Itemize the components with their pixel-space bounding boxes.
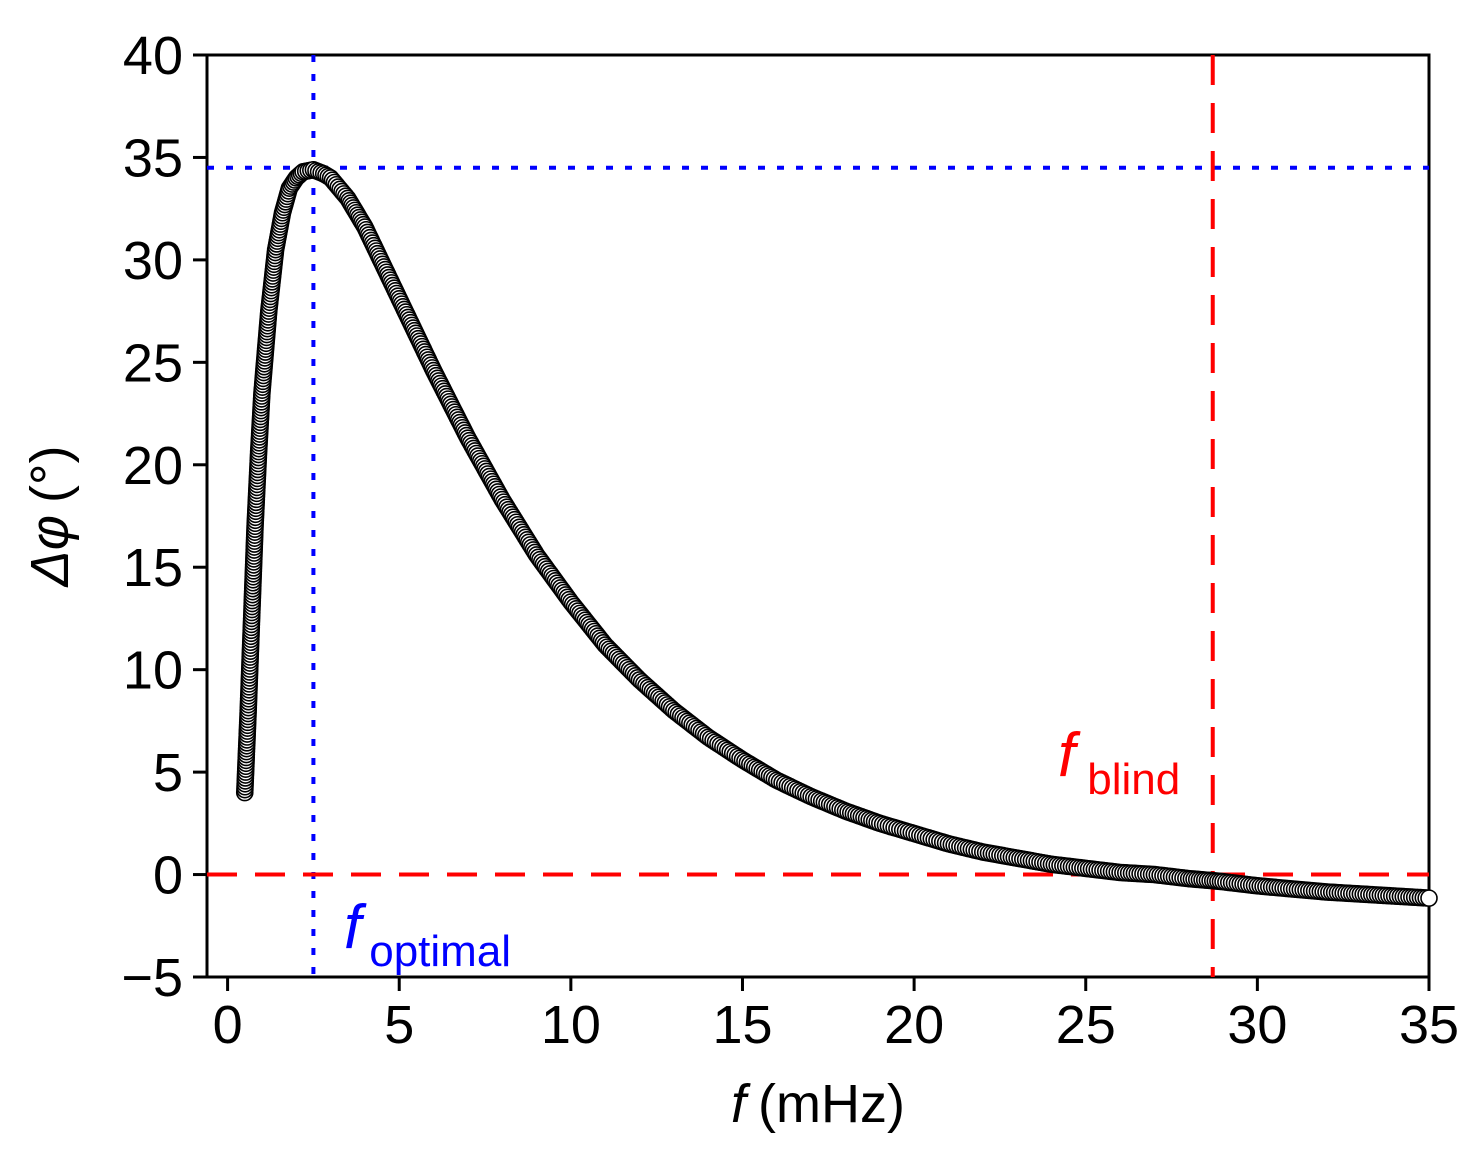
x-axis-symbol: f: [731, 1074, 751, 1134]
f-optimal-main: f: [344, 893, 367, 962]
x-tick-label: 10: [541, 995, 601, 1055]
y-axis-symbol: Δφ: [20, 515, 80, 588]
y-axis-unit: (°): [20, 445, 80, 503]
y-tick-label: 20: [123, 436, 183, 496]
f-blind-main: f: [1058, 721, 1081, 790]
y-axis-label: Δφ (°): [20, 445, 80, 588]
y-tick-label: 25: [123, 333, 183, 393]
f-blind-label: f blind: [1058, 721, 1180, 804]
y-axis-ticks: −5 0 5 10 15 20 25 30 35 40: [121, 26, 207, 1008]
y-tick-label: 30: [123, 231, 183, 291]
y-tick-label: 40: [123, 26, 183, 86]
x-tick-label: 15: [712, 995, 772, 1055]
x-tick-label: 0: [213, 995, 243, 1055]
f-optimal-sub: optimal: [369, 927, 511, 976]
data-markers: [235, 160, 1438, 907]
y-tick-label: −5: [121, 948, 183, 1008]
f-blind-sub: blind: [1087, 755, 1180, 804]
x-axis-ticks: 0 5 10 15 20 25 30 35: [213, 977, 1459, 1055]
y-tick-label: 15: [123, 538, 183, 598]
plot-area-frame: [205, 53, 1431, 979]
y-tick-label: 35: [123, 128, 183, 188]
f-optimal-label: f optimal: [344, 893, 511, 976]
data-point: [1420, 889, 1438, 907]
x-axis-label: f (mHz): [731, 1074, 905, 1134]
y-tick-label: 10: [123, 641, 183, 701]
x-axis-unit: (mHz): [758, 1074, 905, 1134]
x-tick-label: 20: [884, 995, 944, 1055]
y-tick-label: 0: [153, 846, 183, 906]
x-tick-label: 5: [384, 995, 414, 1055]
x-tick-label: 30: [1227, 995, 1287, 1055]
x-tick-label: 25: [1056, 995, 1116, 1055]
y-tick-label: 5: [153, 743, 183, 803]
reference-lines: [207, 55, 1429, 977]
x-tick-label: 35: [1399, 995, 1459, 1055]
